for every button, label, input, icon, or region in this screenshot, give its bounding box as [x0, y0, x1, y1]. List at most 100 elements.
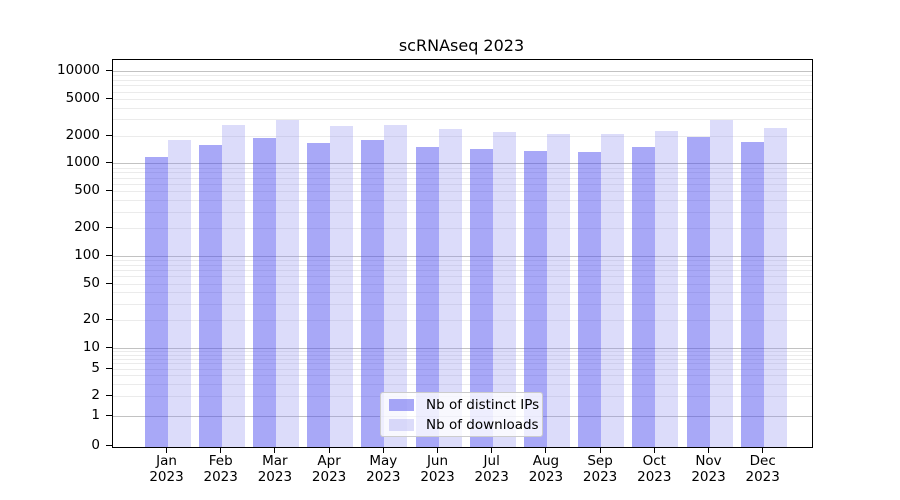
- y-tick-mark: [106, 282, 112, 284]
- y-tick-mark: [106, 367, 112, 369]
- y-tick-label: 5000: [65, 89, 100, 106]
- minor-gridline: [113, 177, 812, 179]
- x-tick-mark: [762, 448, 764, 453]
- bar-downloads: [330, 126, 354, 447]
- bar-distinct-ips: [198, 145, 222, 447]
- y-tick-mark: [106, 347, 112, 348]
- x-tick-mark: [599, 448, 601, 453]
- bar-downloads: [221, 125, 245, 447]
- y-tick-mark: [106, 394, 112, 396]
- x-tick-mark: [653, 448, 655, 453]
- y-tick-label: 0: [91, 436, 100, 453]
- y-tick-mark: [106, 415, 112, 416]
- y-tick-label: 5: [91, 359, 100, 376]
- x-tick-label: Aug 2023: [528, 453, 564, 485]
- legend-swatch-distinct-ips: [389, 398, 414, 411]
- minor-gridline: [113, 304, 812, 305]
- bar-distinct-ips: [632, 147, 656, 447]
- minor-gridline: [113, 172, 812, 174]
- minor-gridline: [113, 351, 812, 353]
- y-tick-mark: [106, 97, 112, 99]
- minor-gridline: [113, 98, 812, 100]
- minor-gridline: [113, 167, 812, 169]
- minor-gridline: [113, 119, 812, 121]
- major-gridline: [113, 348, 812, 349]
- x-tick-mark: [328, 448, 330, 453]
- y-tick-mark: [106, 190, 112, 192]
- y-tick-label: 10: [82, 339, 100, 355]
- x-tick-mark: [274, 448, 276, 453]
- y-tick-label: 2000: [65, 126, 100, 143]
- x-tick-label: Jan 2023: [149, 453, 184, 485]
- x-tick-label: Sep 2023: [582, 453, 618, 485]
- minor-gridline: [113, 276, 812, 278]
- y-tick-mark: [106, 226, 112, 228]
- bar-distinct-ips: [144, 156, 168, 447]
- y-tick-label: 2: [91, 386, 100, 403]
- x-tick-mark: [220, 448, 222, 453]
- minor-gridline: [113, 211, 812, 213]
- minor-gridline: [113, 368, 812, 370]
- bar-downloads: [546, 133, 570, 447]
- y-tick-label: 10000: [57, 62, 100, 79]
- minor-gridline: [113, 320, 812, 322]
- major-gridline: [113, 71, 812, 73]
- x-tick-label: Mar 2023: [257, 453, 293, 485]
- minor-gridline: [113, 135, 812, 137]
- minor-gridline: [113, 107, 812, 109]
- minor-gridline: [113, 80, 812, 81]
- y-tick-label: 50: [82, 274, 100, 291]
- minor-gridline: [113, 259, 812, 261]
- y-tick-label: 200: [74, 218, 100, 235]
- minor-gridline: [113, 227, 812, 229]
- bar-distinct-ips: [523, 151, 547, 447]
- minor-gridline: [113, 354, 812, 356]
- minor-gridline: [113, 270, 812, 271]
- minor-gridline: [113, 91, 812, 93]
- bar-downloads: [492, 132, 516, 447]
- bar-distinct-ips: [307, 142, 331, 447]
- bar-downloads: [763, 128, 787, 447]
- x-tick-label: Oct 2023: [637, 453, 672, 485]
- y-tick-mark: [106, 70, 112, 72]
- x-tick-mark: [382, 448, 384, 453]
- bar-downloads: [167, 140, 191, 447]
- y-tick-mark: [106, 254, 112, 256]
- bar-downloads: [384, 125, 408, 447]
- minor-gridline: [113, 200, 812, 202]
- minor-gridline: [113, 75, 812, 77]
- legend-swatch-downloads: [389, 418, 414, 431]
- bar-distinct-ips: [740, 142, 764, 447]
- x-tick-label: Nov 2023: [691, 453, 726, 485]
- major-gridline: [113, 163, 812, 165]
- y-tick-mark: [106, 444, 112, 446]
- y-tick-mark: [106, 162, 112, 164]
- minor-gridline: [113, 264, 812, 266]
- plot-area: [112, 59, 813, 448]
- x-tick-mark: [491, 448, 493, 453]
- bar-distinct-ips: [686, 136, 710, 447]
- y-tick-label: 20: [82, 311, 100, 328]
- x-tick-label: Jul 2023: [474, 453, 509, 485]
- x-tick-label: Apr 2023: [311, 453, 347, 485]
- minor-gridline: [113, 292, 812, 294]
- minor-gridline: [113, 283, 812, 285]
- bar-downloads: [601, 133, 625, 447]
- legend-item-distinct-ips: Nb of distinct IPs: [389, 397, 542, 413]
- y-tick-label: 1: [91, 407, 100, 423]
- x-tick-label: Feb 2023: [203, 453, 238, 485]
- bar-distinct-ips: [361, 140, 385, 447]
- chart-title: scRNAseq 2023: [398, 36, 525, 55]
- y-tick-mark: [106, 319, 112, 321]
- minor-gridline: [113, 363, 812, 365]
- y-tick-label: 500: [74, 182, 100, 199]
- x-tick-mark: [437, 448, 438, 453]
- major-gridline: [113, 255, 812, 257]
- legend-item-downloads: Nb of downloads: [389, 417, 542, 433]
- bar-downloads: [438, 129, 462, 447]
- minor-gridline: [113, 85, 812, 87]
- y-tick-label: 100: [74, 246, 100, 263]
- legend-label-distinct-ips: Nb of distinct IPs: [426, 396, 540, 413]
- legend-label-downloads: Nb of downloads: [426, 416, 539, 433]
